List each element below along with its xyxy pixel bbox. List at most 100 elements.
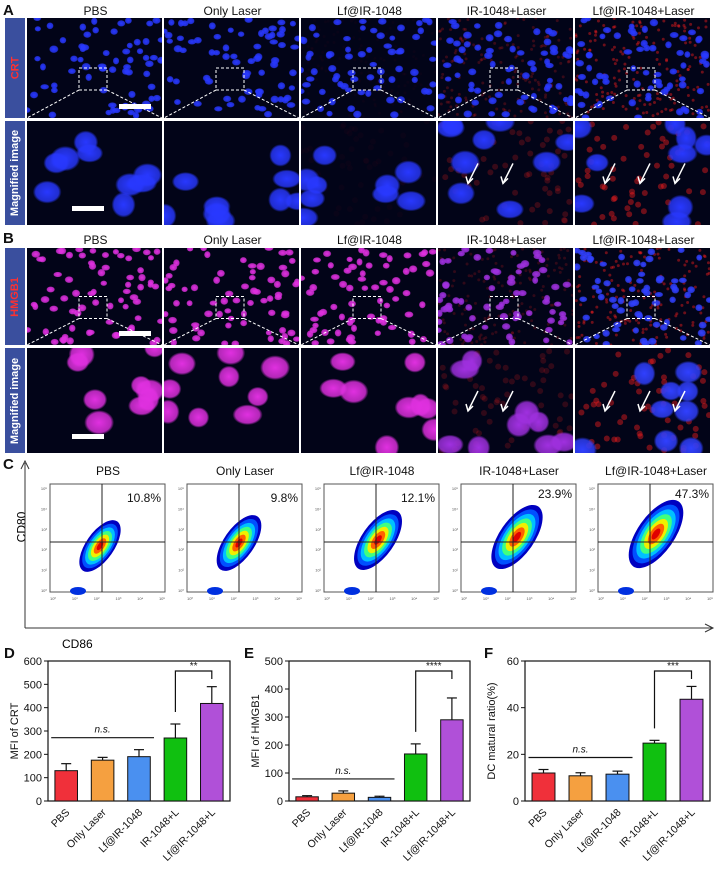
micrograph-b: [575, 248, 710, 345]
bar: [679, 698, 704, 802]
panel-label: F: [484, 645, 493, 662]
bar: [54, 770, 78, 802]
y-tick-label: 40: [507, 703, 519, 715]
y-tick-label: 200: [24, 749, 42, 761]
x-tick-label: 10²: [642, 596, 648, 601]
y-tick-label: 400: [24, 703, 42, 715]
magnified-image-b: [301, 348, 436, 453]
x-tick-label: 10⁴: [548, 596, 554, 601]
y-tick-label: 100: [24, 773, 42, 785]
magnified-image-a: [164, 121, 299, 225]
bar: [331, 792, 356, 802]
micrograph-b: [438, 248, 573, 345]
significance-stars: **: [190, 661, 198, 672]
column-title-a: IR-1048+Laser: [466, 4, 547, 18]
quadrant-percentage: 47.3%: [675, 487, 709, 501]
magnified-image-a: [27, 121, 162, 225]
magnified-image-b: [164, 348, 299, 453]
y-tick-label: 0: [36, 796, 42, 808]
x-tick-label: 10⁵: [570, 596, 576, 601]
column-title-b: IR-1048+Laser: [466, 233, 547, 247]
significance-label: n.s.: [95, 725, 111, 736]
micrograph-a: [27, 18, 162, 118]
y-tick-label: 10³: [41, 527, 47, 532]
y-tick-label: 300: [265, 712, 283, 724]
y-tick-label: 300: [24, 726, 42, 738]
y-tick-label: 20: [507, 749, 519, 761]
micrograph-b: [27, 248, 162, 345]
x-tick-label: 10³: [253, 596, 259, 601]
column-title-a: Lf@IR-1048: [337, 4, 402, 18]
bar: [90, 759, 115, 802]
y-tick-label: 600: [24, 656, 42, 668]
y-tick-label: 10⁴: [589, 506, 595, 511]
magnified-image-a: [438, 121, 573, 225]
panel-label: E: [244, 645, 254, 662]
panel-label: D: [4, 645, 15, 662]
significance-label: n.s.: [335, 766, 351, 777]
column-title-a: Lf@IR-1048+Laser: [592, 4, 695, 18]
micrograph-a: [575, 18, 710, 118]
micrograph-a: [164, 18, 299, 118]
significance-label: n.s.: [572, 745, 588, 756]
x-tick-label: 10²: [368, 596, 374, 601]
y-tick-label: 10⁵: [315, 486, 321, 491]
bar: [127, 756, 151, 802]
flow-title: Only Laser: [215, 464, 275, 478]
bar: [440, 719, 464, 802]
y-tick-label: 10⁵: [178, 486, 184, 491]
flow-x-axis-label: CD86: [62, 637, 93, 651]
quadrant-percentage: 10.8%: [127, 491, 161, 505]
magnified-image-b: [27, 348, 162, 453]
y-axis-label: MFI of HMGB1: [250, 694, 262, 767]
flow-title: IR-1048+Laser: [479, 464, 559, 478]
x-tick-label: 10²: [505, 596, 511, 601]
y-tick-label: 60: [507, 656, 519, 668]
column-title-b: Lf@IR-1048: [337, 233, 402, 247]
significance-stars: ***: [667, 661, 679, 672]
y-tick-label: 10⁵: [589, 486, 595, 491]
bar: [163, 737, 188, 802]
y-tick-label: 100: [265, 768, 283, 780]
x-tick-label: 10¹: [483, 596, 489, 601]
y-tick-label: 10⁰: [589, 588, 595, 593]
micrograph-b: [164, 248, 299, 345]
bar: [642, 742, 667, 802]
significance-stars: ****: [426, 661, 442, 672]
x-tick-label: 10³: [390, 596, 396, 601]
row-label-magnified-a: Magnified image: [5, 121, 25, 225]
quadrant-percentage: 12.1%: [401, 491, 435, 505]
flow-title: Lf@IR-1048: [349, 464, 415, 478]
magnified-image-a: [301, 121, 436, 225]
x-tick-label: 10⁵: [296, 596, 302, 601]
x-tick-label: 10⁴: [685, 596, 691, 601]
y-tick-label: 10¹: [589, 568, 595, 573]
y-tick-label: 10¹: [178, 568, 184, 573]
y-tick-label: 10²: [452, 547, 458, 552]
bar: [403, 753, 428, 802]
row-label-hmgb1: HMGB1: [5, 248, 25, 345]
magnified-image-b: [575, 348, 710, 453]
y-tick-label: 400: [265, 684, 283, 696]
x-tick-label: 10⁴: [274, 596, 280, 601]
column-title-a: Only Laser: [203, 4, 262, 18]
y-tick-label: 10⁴: [315, 506, 321, 511]
y-tick-label: 10³: [452, 527, 458, 532]
category-label: PBS: [526, 807, 549, 830]
panel-label-b: B: [3, 230, 14, 247]
x-tick-label: 10³: [664, 596, 670, 601]
x-tick-label: 10³: [116, 596, 122, 601]
x-tick-label: 10⁰: [187, 596, 193, 601]
category-label: PBS: [49, 807, 72, 830]
row-label-crt: CRT: [5, 18, 25, 118]
y-tick-label: 10³: [315, 527, 321, 532]
y-tick-label: 10¹: [452, 568, 458, 573]
micrograph-a: [438, 18, 573, 118]
category-label: PBS: [290, 807, 313, 830]
